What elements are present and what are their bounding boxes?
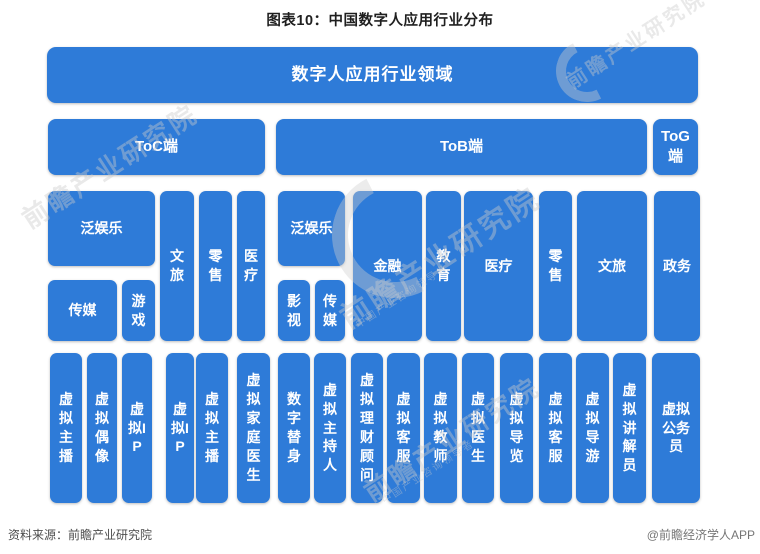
app-tob-virtual-guide-tour: 虚拟导览 <box>500 353 533 503</box>
industry-toc-entertainment: 泛娱乐 <box>48 191 155 266</box>
industry-toc-culture-tourism: 文旅 <box>160 191 194 341</box>
app-toc-virtual-anchor-2: 虚拟主播 <box>196 353 228 503</box>
app-toc-virtual-anchor: 虚拟主播 <box>50 353 82 503</box>
industry-tog-government: 政务 <box>654 191 700 341</box>
industry-toc-gaming: 游戏 <box>122 280 155 341</box>
industry-tob-film: 影视 <box>278 280 310 341</box>
node-segment-tog: ToG端 <box>653 119 698 175</box>
app-tob-virtual-doctor: 虚拟医生 <box>462 353 494 503</box>
credit-note: @前瞻经济学人APP <box>646 528 755 542</box>
industry-tob-culture-tourism: 文旅 <box>577 191 647 341</box>
app-tob-virtual-customer-service-1: 虚拟客服 <box>387 353 420 503</box>
industry-tob-education: 教育 <box>426 191 461 341</box>
source-note: 资料来源：前瞻产业研究院 <box>8 528 153 542</box>
node-segment-toc: ToC端 <box>48 119 265 175</box>
industry-tob-finance: 金融 <box>353 191 422 341</box>
app-tob-virtual-teacher: 虚拟教师 <box>424 353 457 503</box>
industry-tob-entertainment: 泛娱乐 <box>278 191 345 266</box>
industry-toc-media: 传媒 <box>48 280 117 341</box>
app-toc-virtual-ip-1: 虚拟IP <box>122 353 152 503</box>
node-root: 数字人应用行业领域 <box>47 47 698 103</box>
industry-toc-retail: 零售 <box>199 191 232 341</box>
app-toc-virtual-ip-2: 虚拟IP <box>166 353 194 503</box>
app-tob-virtual-commentator: 虚拟讲解员 <box>613 353 646 503</box>
app-tob-virtual-customer-service-2: 虚拟客服 <box>539 353 572 503</box>
figure-title: 图表10：中国数字人应用行业分布 <box>266 13 494 29</box>
node-segment-tob: ToB端 <box>276 119 647 175</box>
app-tob-virtual-tour-guide: 虚拟导游 <box>576 353 609 503</box>
industry-tob-healthcare: 医疗 <box>464 191 533 341</box>
industry-tob-retail: 零售 <box>539 191 572 341</box>
app-tob-virtual-financial-advisor: 虚拟理财顾问 <box>351 353 383 503</box>
app-toc-virtual-family-doctor: 虚拟家庭医生 <box>237 353 270 503</box>
app-tob-virtual-host: 虚拟主持人 <box>314 353 346 503</box>
industry-tob-media: 传媒 <box>315 280 345 341</box>
industry-toc-healthcare: 医疗 <box>237 191 265 341</box>
app-toc-virtual-idol: 虚拟偶像 <box>87 353 117 503</box>
app-tob-digital-double: 数字替身 <box>278 353 310 503</box>
app-tog-virtual-civil-servant: 虚拟公务员 <box>652 353 700 503</box>
